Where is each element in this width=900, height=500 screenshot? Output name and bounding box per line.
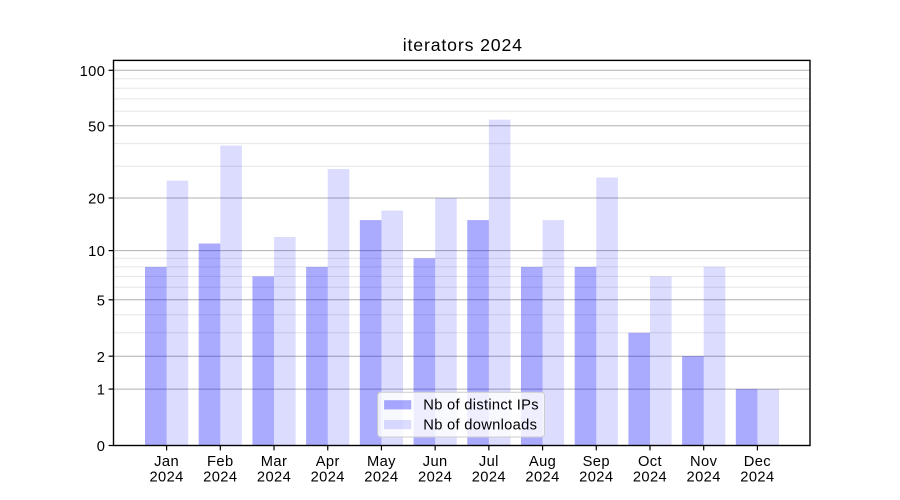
svg-text:2024: 2024	[364, 470, 398, 486]
svg-text:Aug: Aug	[529, 454, 556, 470]
svg-text:Jun: Jun	[423, 454, 448, 470]
svg-text:Jul: Jul	[479, 454, 499, 470]
svg-text:2024: 2024	[525, 470, 559, 486]
svg-text:Jan: Jan	[154, 454, 179, 470]
svg-text:2024: 2024	[579, 470, 613, 486]
svg-text:2024: 2024	[687, 470, 721, 486]
svg-text:Apr: Apr	[316, 454, 340, 470]
svg-text:2024: 2024	[149, 470, 183, 486]
svg-text:Oct: Oct	[638, 454, 662, 470]
svg-text:Feb: Feb	[207, 454, 234, 470]
svg-text:20: 20	[88, 192, 105, 208]
svg-text:1: 1	[97, 383, 106, 399]
svg-text:May: May	[367, 454, 396, 470]
svg-text:0: 0	[97, 439, 106, 455]
svg-text:Nb of downloads: Nb of downloads	[423, 417, 537, 433]
svg-text:2024: 2024	[740, 470, 774, 486]
svg-text:Nov: Nov	[690, 454, 718, 470]
svg-text:2024: 2024	[633, 470, 667, 486]
svg-text:2024: 2024	[311, 470, 345, 486]
svg-text:5: 5	[97, 293, 106, 309]
svg-text:Sep: Sep	[583, 454, 610, 470]
svg-text:2024: 2024	[203, 470, 237, 486]
svg-text:2024: 2024	[418, 470, 452, 486]
svg-text:50: 50	[88, 119, 105, 135]
svg-text:100: 100	[80, 64, 106, 80]
svg-text:Dec: Dec	[744, 454, 771, 470]
svg-text:iterators 2024: iterators 2024	[403, 35, 523, 55]
svg-text:10: 10	[88, 244, 105, 260]
svg-text:2: 2	[97, 350, 106, 366]
svg-text:2024: 2024	[472, 470, 506, 486]
svg-text:2024: 2024	[257, 470, 291, 486]
svg-text:Nb of distinct IPs: Nb of distinct IPs	[423, 398, 539, 414]
svg-text:Mar: Mar	[261, 454, 288, 470]
